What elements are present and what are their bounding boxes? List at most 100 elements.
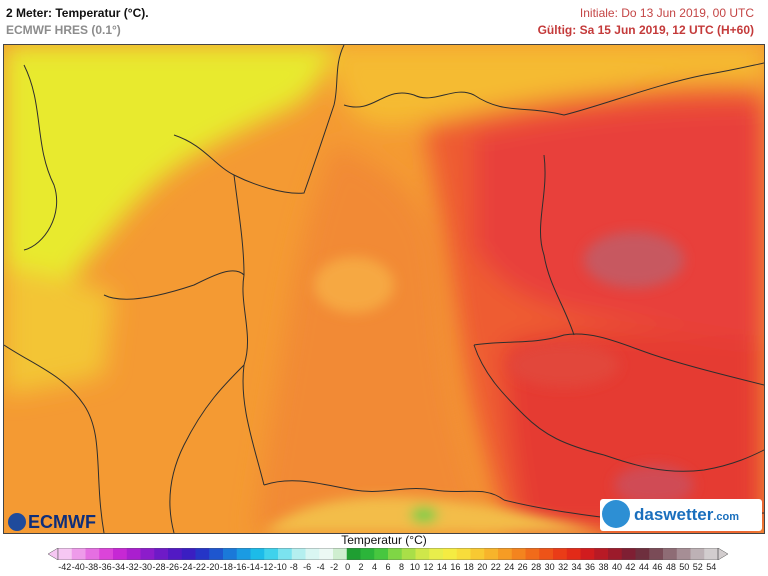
field-hottest-danube	[614, 465, 694, 505]
colorbar-tick-label: 30	[544, 562, 555, 572]
colorbar-arrow-high	[717, 548, 728, 560]
colorbar-swatch	[415, 548, 430, 560]
colorbar-tick-label: -16	[233, 562, 247, 572]
colorbar-swatch	[305, 548, 320, 560]
field-cool-nw	[4, 45, 334, 325]
colorbar-tick-label: 26	[517, 562, 528, 572]
colorbar-tick-label: 50	[679, 562, 690, 572]
field-warm-central	[254, 145, 494, 533]
colorbar-swatch	[168, 548, 183, 560]
colorbar-tick-label: 38	[598, 562, 609, 572]
colorbar-tick-label: 44	[638, 562, 649, 572]
colorbar-tick-label: 46	[652, 562, 663, 572]
colorbar-tick-label: -34	[112, 562, 126, 572]
colorbar-swatch	[223, 548, 238, 560]
colorbar-swatch	[195, 548, 210, 560]
colorbar-tick-label: -6	[303, 562, 312, 572]
colorbar-tick-label: 34	[571, 562, 582, 572]
model-label: ECMWF HRES (0.1°)	[6, 23, 121, 37]
colorbar-swatch	[85, 548, 100, 560]
field-hottest-poland	[584, 232, 684, 288]
border-czech-south	[473, 344, 605, 456]
colorbar-swatch	[484, 548, 499, 560]
colorbar-swatch	[58, 548, 73, 560]
colorbar-tick-label: 8	[398, 562, 404, 572]
colorbar-tick-label: 2	[358, 562, 364, 572]
colorbar-swatch	[456, 548, 471, 560]
colorbar-tick-label: -20	[206, 562, 220, 572]
border-france-belgium	[103, 270, 245, 300]
colorbar-tick-label: 16	[450, 562, 461, 572]
colorbar-tick-label: 24	[504, 562, 515, 572]
valid-time: Gültig: Sa 15 Jun 2019, 12 UTC (H+60)	[537, 23, 754, 37]
colorbar-swatch	[498, 548, 513, 560]
colorbar-swatch	[663, 548, 678, 560]
colorbar-arrow-low	[48, 548, 59, 560]
colorbar-tick-label: 48	[665, 562, 676, 572]
daswetter-logo[interactable]: daswetter.com	[600, 499, 762, 531]
colorbar-tick-label: 6	[385, 562, 391, 572]
field-mittelgebirge	[314, 257, 394, 313]
border-austria-slovakia	[603, 449, 764, 472]
colorbar-swatch	[319, 548, 334, 560]
colorbar-tick-label: 10	[409, 562, 420, 572]
colorbar-tick-label: 22	[490, 562, 501, 572]
border-lines	[4, 45, 764, 533]
colorbar-swatch	[429, 548, 444, 560]
daswetter-main: daswetter	[634, 505, 714, 524]
colorbar-swatch	[608, 548, 623, 560]
colorbar-swatch	[374, 548, 389, 560]
map-canvas	[4, 45, 764, 533]
colorbar-tick-label: 28	[531, 562, 542, 572]
colorbar-swatch	[566, 548, 581, 560]
colorbar-swatch	[113, 548, 128, 560]
colorbar	[48, 548, 728, 560]
colorbar-tick-label: 52	[692, 562, 703, 572]
ecmwf-logo-icon	[8, 513, 26, 531]
coast-france-west	[4, 344, 105, 533]
colorbar-tick-label: -40	[71, 562, 85, 572]
colorbar-swatch	[525, 548, 540, 560]
coast-uk	[23, 64, 58, 251]
colorbar-swatch	[676, 548, 691, 560]
colorbar-swatch	[635, 548, 650, 560]
colorbar-swatch	[553, 548, 568, 560]
daswetter-logo-text: daswetter.com	[634, 505, 739, 525]
colorbar-tick-label: 20	[477, 562, 488, 572]
colorbar-swatch	[264, 548, 279, 560]
field-baltic	[334, 45, 764, 126]
coast-netherlands-germany	[173, 45, 345, 194]
colorbar-tick-label: -30	[139, 562, 153, 572]
colorbar-labels: -42 -40 -38 -36 -34 -32 -30 -28 -26 -24 -22 -20 -18-…	[48, 562, 728, 574]
border-germany-west	[233, 174, 265, 486]
field-very-hot-ne	[474, 105, 764, 345]
colorbar-swatch	[401, 548, 416, 560]
colorbar-frame	[57, 548, 719, 560]
colorbar-tick-label: -38	[85, 562, 99, 572]
border-germany-poland	[539, 154, 575, 336]
colorbar-tick-label: 14	[436, 562, 447, 572]
colorbar-tick-label: -26	[165, 562, 179, 572]
init-time: Initiale: Do 13 Jun 2019, 00 UTC	[579, 6, 754, 20]
colorbar-tick-label: -10	[273, 562, 287, 572]
colorbar-swatch	[539, 548, 554, 560]
colorbar-tick-label: -12	[260, 562, 274, 572]
colorbar-tick-label: 42	[625, 562, 636, 572]
colorbar-tick-label: 40	[611, 562, 622, 572]
colorbar-tick-label: 4	[372, 562, 378, 572]
colorbar-swatch	[250, 548, 265, 560]
colorbar-swatch	[388, 548, 403, 560]
temperature-map[interactable]	[3, 44, 765, 534]
colorbar-tick-label: -36	[98, 562, 112, 572]
colorbar-tick-label: 54	[706, 562, 717, 572]
colorbar-tick-label: -2	[330, 562, 339, 572]
colorbar-tick-label: 0	[345, 562, 351, 572]
colorbar-swatch	[236, 548, 251, 560]
colorbar-tick-label: -14	[246, 562, 260, 572]
ecmwf-logo: ECMWF	[8, 512, 96, 533]
chart-title: 2 Meter: Temperatur (°C).	[6, 6, 149, 20]
colorbar-tick-label: 36	[585, 562, 596, 572]
colorbar-tick-label: -28	[152, 562, 166, 572]
colorbar-swatch	[470, 548, 485, 560]
colorbar-swatch	[511, 548, 526, 560]
